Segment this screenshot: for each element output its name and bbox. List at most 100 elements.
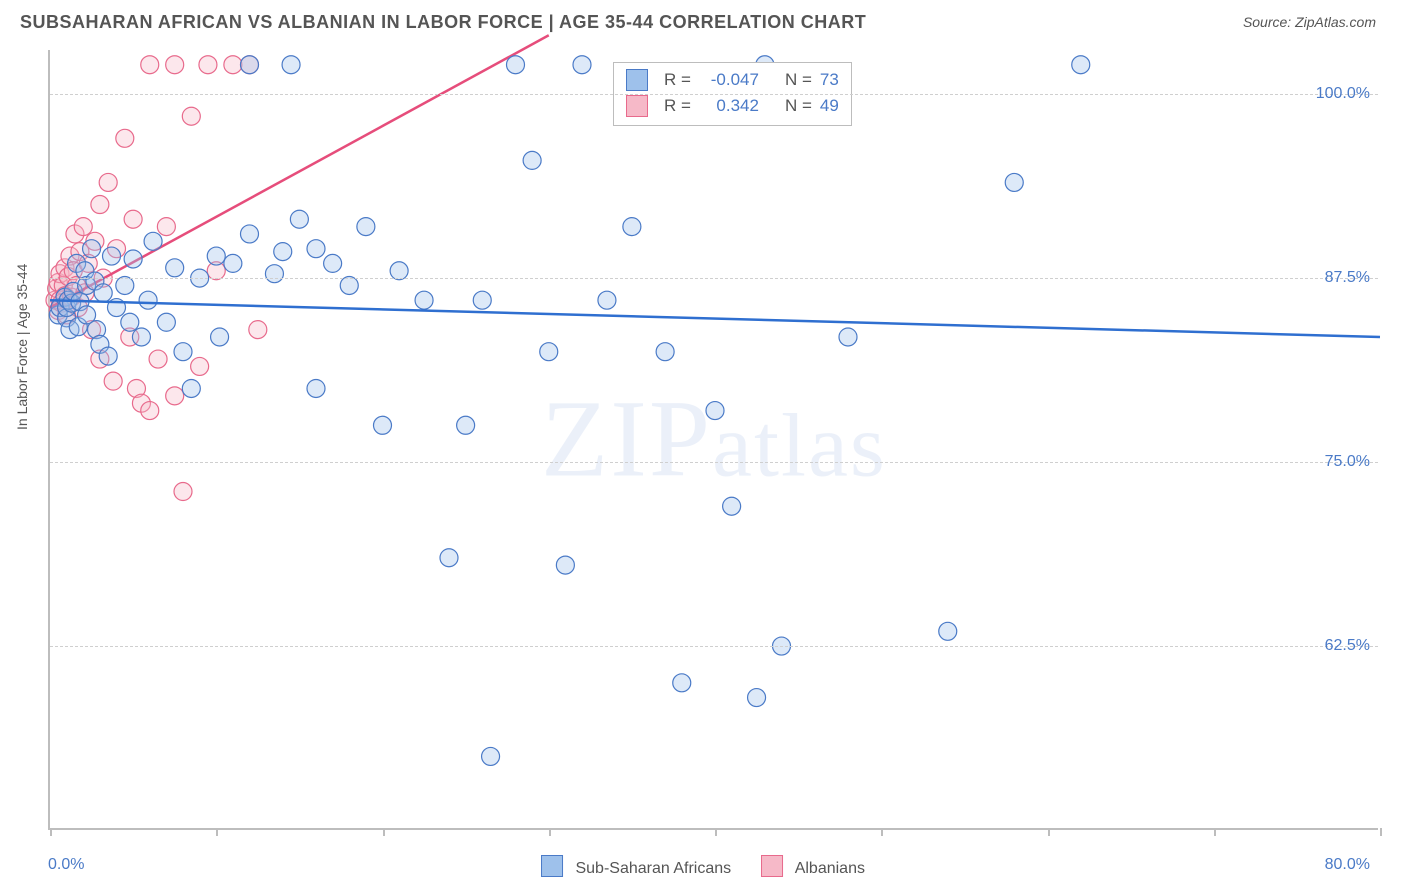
data-point	[307, 379, 325, 397]
plot-wrap: ZIPatlas R = -0.047 N = 73 R = 0.342 N =…	[48, 50, 1378, 830]
gridline	[50, 646, 1378, 647]
data-point	[174, 343, 192, 361]
gridline	[50, 462, 1378, 463]
data-point	[939, 622, 957, 640]
data-point	[415, 291, 433, 309]
data-point	[149, 350, 167, 368]
data-point	[121, 313, 139, 331]
data-point	[124, 250, 142, 268]
data-point	[74, 218, 92, 236]
gridline	[50, 278, 1378, 279]
data-point	[706, 402, 724, 420]
data-point	[374, 416, 392, 434]
stats-n-label: N =	[785, 93, 812, 119]
data-point	[241, 225, 259, 243]
data-point	[573, 56, 591, 74]
data-point	[623, 218, 641, 236]
x-min-label: 0.0%	[48, 856, 84, 874]
data-point	[99, 347, 117, 365]
stats-row-blue: R = -0.047 N = 73	[626, 67, 839, 93]
stats-n-value-blue: 73	[820, 67, 839, 93]
data-point	[166, 56, 184, 74]
y-tick-label: 62.5%	[1325, 637, 1370, 655]
data-point	[556, 556, 574, 574]
data-point	[166, 259, 184, 277]
data-point	[91, 196, 109, 214]
data-point	[241, 56, 259, 74]
data-point	[249, 321, 267, 339]
data-point	[357, 218, 375, 236]
x-tick	[216, 828, 218, 836]
x-tick	[383, 828, 385, 836]
data-point	[390, 262, 408, 280]
data-point	[166, 387, 184, 405]
legend-item-pink: Albanians	[761, 855, 865, 878]
data-point	[282, 56, 300, 74]
regression-line	[50, 35, 549, 307]
data-point	[748, 689, 766, 707]
data-point	[103, 247, 121, 265]
data-point	[440, 549, 458, 567]
data-point	[94, 284, 112, 302]
y-axis-label: In Labor Force | Age 35-44	[14, 264, 30, 430]
source-label: Source: ZipAtlas.com	[1243, 14, 1376, 30]
data-point	[673, 674, 691, 692]
data-point	[540, 343, 558, 361]
data-point	[139, 291, 157, 309]
data-point	[656, 343, 674, 361]
data-point	[723, 497, 741, 515]
gridline	[50, 94, 1378, 95]
data-point	[1072, 56, 1090, 74]
swatch-pink-icon	[761, 855, 783, 877]
data-point	[99, 173, 117, 191]
data-point	[265, 265, 283, 283]
swatch-blue-icon	[541, 855, 563, 877]
y-tick-label: 100.0%	[1316, 85, 1370, 103]
data-point	[211, 328, 229, 346]
data-point	[124, 210, 142, 228]
x-tick	[715, 828, 717, 836]
swatch-pink-icon	[626, 95, 648, 117]
data-point	[1005, 173, 1023, 191]
data-point	[116, 276, 134, 294]
data-point	[174, 483, 192, 501]
data-point	[324, 254, 342, 272]
x-tick	[1380, 828, 1382, 836]
x-tick	[50, 828, 52, 836]
data-point	[191, 357, 209, 375]
stats-n-value-pink: 49	[820, 93, 839, 119]
legend: Sub-Saharan Africans Albanians	[541, 855, 865, 878]
data-point	[157, 313, 175, 331]
data-point	[598, 291, 616, 309]
data-point	[116, 129, 134, 147]
data-point	[224, 56, 242, 74]
x-tick	[549, 828, 551, 836]
data-point	[507, 56, 525, 74]
x-tick	[881, 828, 883, 836]
data-point	[141, 56, 159, 74]
stats-r-value-blue: -0.047	[699, 67, 759, 93]
data-point	[473, 291, 491, 309]
data-point	[132, 328, 150, 346]
data-point	[182, 379, 200, 397]
data-point	[182, 107, 200, 125]
legend-item-blue: Sub-Saharan Africans	[541, 855, 731, 878]
data-point	[307, 240, 325, 258]
y-tick-label: 75.0%	[1325, 453, 1370, 471]
legend-label-blue: Sub-Saharan Africans	[575, 860, 731, 877]
legend-label-pink: Albanians	[795, 860, 865, 877]
data-point	[274, 243, 292, 261]
data-point	[340, 276, 358, 294]
data-point	[839, 328, 857, 346]
data-point	[457, 416, 475, 434]
data-point	[144, 232, 162, 250]
x-max-label: 80.0%	[1325, 856, 1370, 874]
data-point	[224, 254, 242, 272]
x-tick	[1214, 828, 1216, 836]
chart-title: SUBSAHARAN AFRICAN VS ALBANIAN IN LABOR …	[20, 12, 866, 32]
data-point	[141, 402, 159, 420]
x-tick	[1048, 828, 1050, 836]
data-point	[290, 210, 308, 228]
swatch-blue-icon	[626, 69, 648, 91]
data-point	[207, 247, 225, 265]
